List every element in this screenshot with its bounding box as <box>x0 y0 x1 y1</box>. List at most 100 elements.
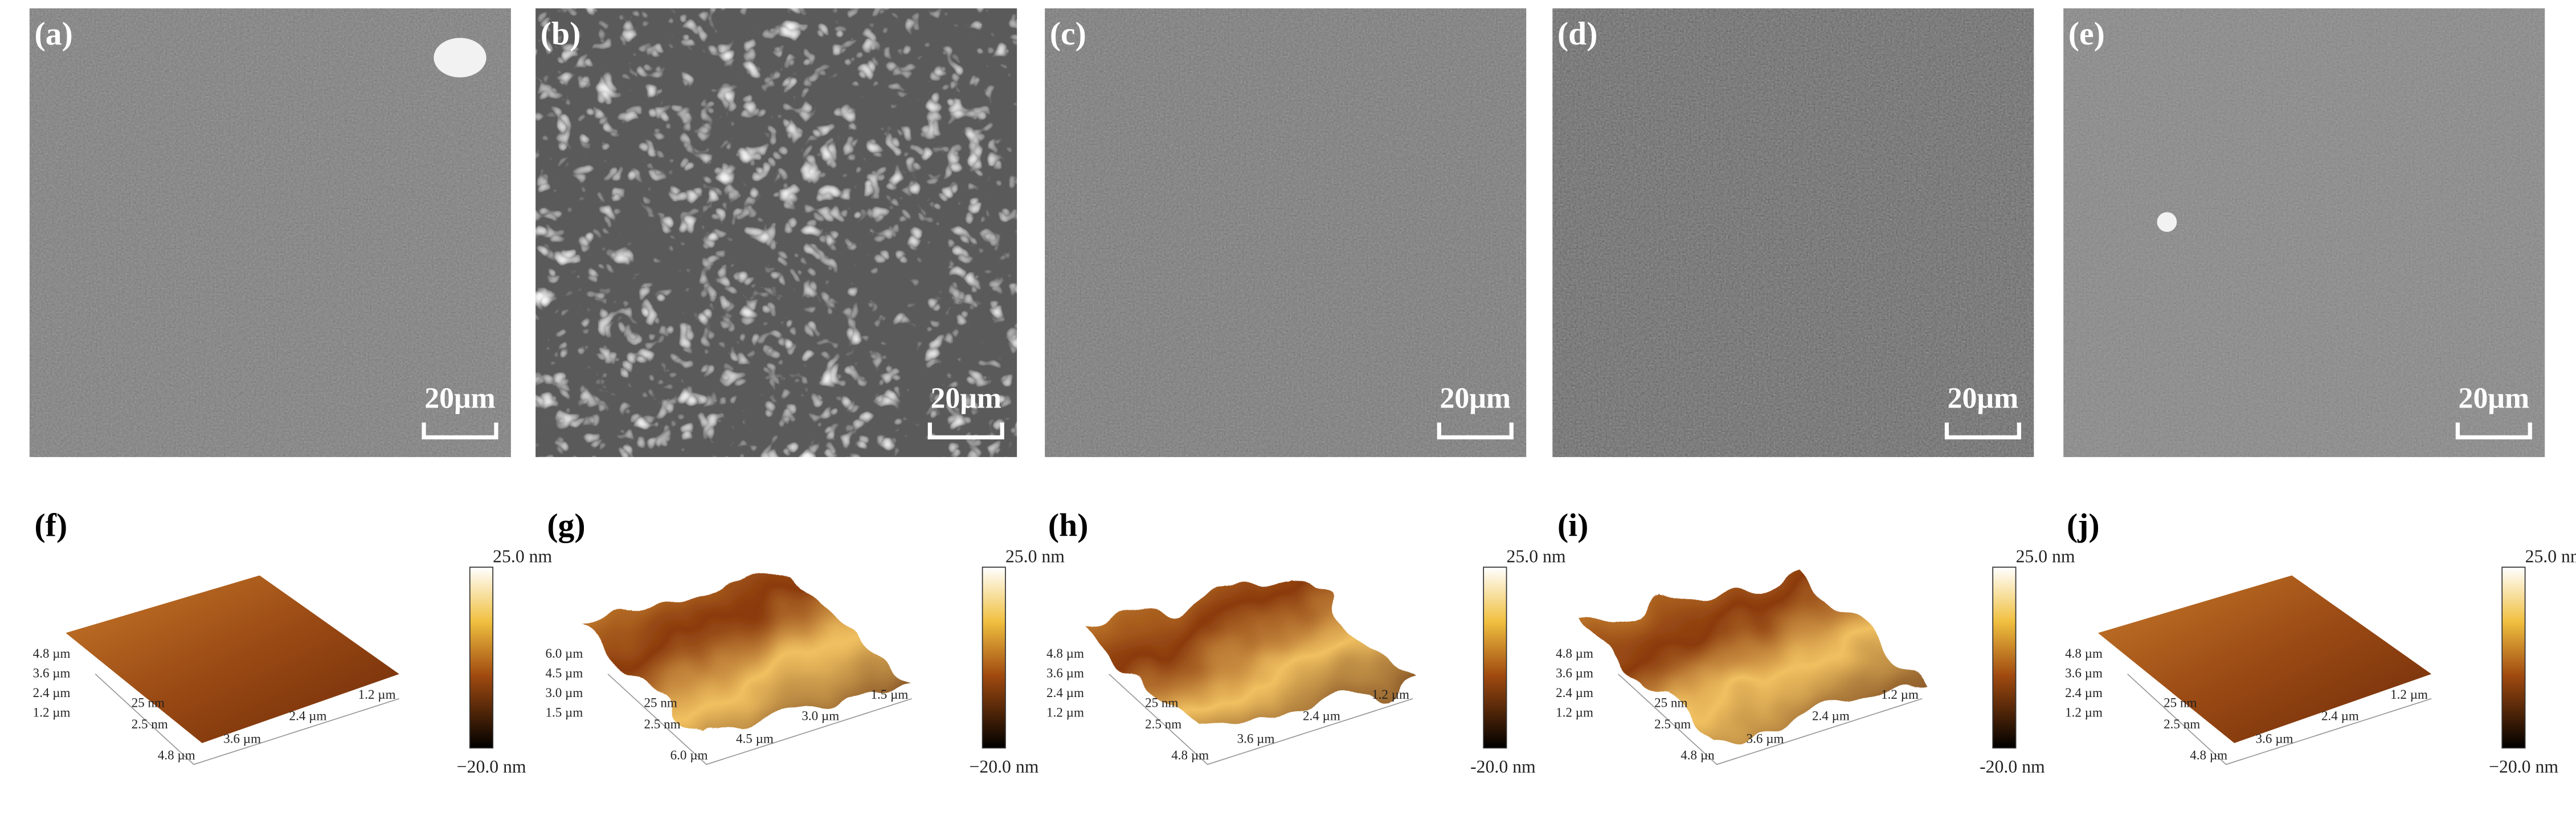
axis-label: 3.6 µm <box>1237 731 1275 746</box>
colorbar-min: −20.0 nm <box>2489 757 2558 777</box>
scale-bar <box>1944 422 2021 439</box>
scale-bar-label: 20μm <box>424 382 496 414</box>
panel-label: (g) <box>547 507 585 543</box>
axis-label: 1.2 µm <box>1881 687 1919 702</box>
axis-label: 1.5 µm <box>870 687 908 702</box>
panel-label: (e) <box>2068 16 2105 52</box>
axis-label: 1.2 µm <box>33 705 71 720</box>
colorbar-min: −20.0 nm <box>457 757 526 777</box>
axis-label: 1.2 µm <box>1372 687 1409 702</box>
scale-bar <box>927 422 1004 439</box>
afm-surface <box>575 575 912 737</box>
sem-image <box>535 8 1017 457</box>
colorbar-min: -20.0 nm <box>1980 757 2045 777</box>
axis-label: 4.5 µm <box>545 665 583 680</box>
axis-label: 25 nm <box>132 695 165 710</box>
axis-label: 2.4 µm <box>2065 685 2103 700</box>
colorbar-max: 25.0 nm <box>1005 546 1065 566</box>
axis-label: 4.8 µm <box>1046 646 1084 661</box>
axis-label: 6.0 µm <box>670 748 708 763</box>
axis-label: 3.0 µm <box>802 708 839 723</box>
axis-frame <box>1618 673 1923 765</box>
axis-label: 4.5 µm <box>736 731 774 746</box>
colorbar-max: 25.0 nm <box>2016 546 2075 566</box>
scale-bar-label: 20μm <box>1440 382 1511 414</box>
scale-bar <box>422 422 498 439</box>
afm-surface <box>2097 575 2432 743</box>
axis-label: 1.2 µm <box>2390 687 2428 702</box>
colorbar-max: 25.0 nm <box>2525 546 2576 566</box>
axis-label: 25 nm <box>2164 695 2197 710</box>
scale-bar <box>2455 422 2532 439</box>
axis-label: 3.6 µm <box>2065 665 2103 680</box>
axis-label: 2.4 µm <box>289 708 327 723</box>
axis-label: 2.4 µm <box>33 685 71 700</box>
axis-label: 4.8 µm <box>158 748 195 763</box>
axis-label: 4.8 µm <box>2190 748 2227 763</box>
axis-label: 3.6 µm <box>2256 731 2293 746</box>
panel-label: (c) <box>1050 16 1086 52</box>
colorbar <box>1483 567 1507 749</box>
sem-image <box>1045 8 1527 457</box>
axis-label: 3.6 µm <box>223 731 261 746</box>
axis-label: 2.4 µm <box>2321 708 2359 723</box>
colorbar <box>982 567 1006 749</box>
scale-bar-label: 20μm <box>2459 382 2530 414</box>
axis-label: 2.5 nm <box>1654 716 1691 731</box>
axis-label: 1.5 µm <box>545 705 583 720</box>
axis-label: 2.4 µm <box>1556 685 1593 700</box>
axis-label: 4.8 µm <box>1171 748 1209 763</box>
colorbar-min: −20.0 nm <box>970 757 1039 777</box>
afm-surface <box>66 575 399 743</box>
axis-label: 4.8 µm <box>33 646 71 661</box>
sem-image <box>29 8 511 457</box>
particle <box>434 38 486 78</box>
scale-bar-label: 20μm <box>930 382 1001 414</box>
colorbar-max: 25.0 nm <box>1507 546 1566 566</box>
axis-label: 1.2 µm <box>1046 705 1084 720</box>
panel-label: (a) <box>35 16 73 52</box>
axis-frame <box>95 673 400 765</box>
panel-label: (h) <box>1048 507 1088 543</box>
axis-label: 4.8 µm <box>2065 646 2103 661</box>
axis-label: 2.4 µm <box>1046 685 1084 700</box>
axis-label: 3.6 µm <box>1556 665 1593 680</box>
panel-label: (i) <box>1557 507 1588 543</box>
axis-label: 1.2 µm <box>2065 705 2103 720</box>
afm-surface <box>1585 575 1923 737</box>
axis-label: 2.5 nm <box>644 716 681 731</box>
axis-frame <box>2127 673 2432 765</box>
panel-label: (f) <box>35 507 68 543</box>
colorbar <box>1992 567 2017 749</box>
panel-label: (j) <box>2067 507 2100 543</box>
axis-label: 4.8 µn <box>1680 748 1715 763</box>
axis-label: 2.5 nm <box>1145 716 1181 731</box>
axis-label: 4.8 µm <box>1556 646 1593 661</box>
panel-label: (d) <box>1557 16 1597 52</box>
axis-label: 3.6 µm <box>1046 665 1084 680</box>
axis-label: 2.5 nm <box>2164 716 2200 731</box>
axis-label: 25 nm <box>1145 695 1178 710</box>
axis-label: 25 nm <box>1654 695 1687 710</box>
axis-label: 2.4 µm <box>1303 708 1340 723</box>
axis-label: 6.0 µm <box>545 646 583 661</box>
panel-label: (b) <box>541 16 580 52</box>
axis-label: 25 nm <box>644 695 677 710</box>
axis-label: 3.6 µm <box>1747 731 1784 746</box>
sem-image <box>1552 8 2034 457</box>
afm-surface <box>1076 575 1413 737</box>
axis-frame <box>1109 673 1413 765</box>
particle <box>2157 212 2177 232</box>
axis-label: 2.4 µm <box>1812 708 1850 723</box>
colorbar <box>2501 567 2526 749</box>
colorbar-min: -20.0 nm <box>1470 757 1536 777</box>
scale-bar-label: 20μm <box>1948 382 2019 414</box>
axis-label: 1.2 µm <box>1556 705 1593 720</box>
colorbar-max: 25.0 nm <box>493 546 552 566</box>
sem-image <box>2063 8 2545 457</box>
axis-label: 3.0 µm <box>545 685 583 700</box>
axis-frame <box>607 673 912 765</box>
axis-label: 1.2 µm <box>358 687 396 702</box>
